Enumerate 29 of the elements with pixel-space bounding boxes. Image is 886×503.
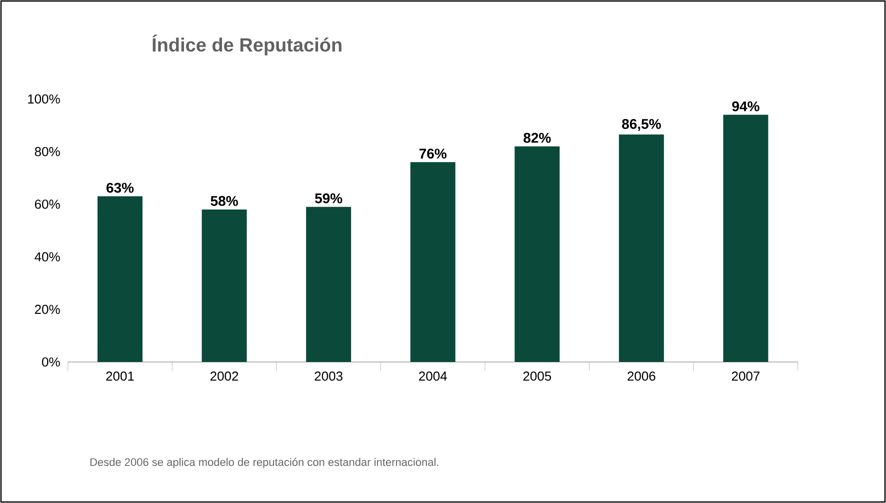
y-tick-label: 80% (34, 146, 60, 156)
text: Desde 2006 se aplica modelo de reputación con estandar internacional. (90, 458, 438, 468)
y-tick-label: 60% (34, 200, 60, 209)
y-tick-label: 0% (42, 357, 60, 367)
bar (723, 114, 768, 362)
data-label: 94% (732, 101, 760, 112)
x-tick-label: 2006 (628, 372, 656, 381)
x-tick-label: 2002 (210, 372, 238, 381)
x-tick-label: 2003 (314, 372, 342, 381)
chart-title: Índice de Reputación (152, 34, 342, 56)
x-tick-label: 2007 (732, 372, 760, 381)
y-tick-label: 20% (34, 304, 60, 314)
data-label: 82% (524, 132, 551, 143)
x-tick-label: 2001 (106, 372, 134, 381)
bar (98, 196, 143, 362)
x-tick-label: 2004 (419, 372, 447, 381)
data-label: 86,5% (622, 119, 661, 131)
bar (306, 206, 352, 362)
bar (410, 162, 456, 362)
bar (202, 209, 247, 362)
y-tick-label: 100% (28, 94, 60, 104)
bar (618, 134, 664, 362)
data-label: 59% (314, 193, 342, 204)
data-label: 63% (106, 182, 134, 193)
data-label: 58% (210, 196, 238, 206)
data-label: 76% (419, 148, 446, 159)
y-tick-label: 40% (34, 252, 60, 262)
x-tick-label: 2005 (523, 372, 552, 381)
bar (514, 146, 560, 362)
